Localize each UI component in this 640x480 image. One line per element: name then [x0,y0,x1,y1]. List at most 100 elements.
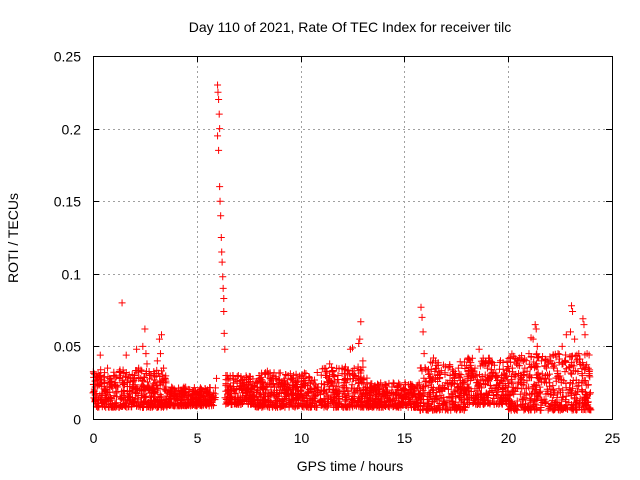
y-tick-label: 0.15 [54,194,81,210]
data-point [467,371,475,379]
data-point [360,374,368,382]
data-point [317,386,325,394]
data-point [586,389,594,397]
data-point [108,395,116,403]
data-point [270,383,278,391]
data-point [230,386,238,394]
data-point [473,387,481,395]
data-point [473,376,481,384]
data-point [238,385,246,393]
data-point [156,372,164,380]
data-point [526,363,534,371]
data-point [104,364,112,372]
data-point [193,390,201,398]
data-point [392,389,400,397]
data-point [500,374,508,382]
data-point [506,398,514,406]
axis-ticks: 0 5 10 15 20 25 0 0.05 0.1 0.15 0.2 0.25 [54,49,621,447]
data-point [352,401,360,409]
data-point [505,392,513,400]
data-point [142,350,150,358]
data-point [554,372,562,380]
data-point [568,358,576,366]
data-point [566,363,574,371]
data-point [363,379,371,387]
data-point [500,394,508,402]
data-point [444,364,452,372]
data-point [290,396,298,404]
data-point [355,396,363,404]
data-point [335,379,343,387]
data-point [268,402,276,410]
data-point [359,376,367,384]
data-point [396,392,404,400]
data-point [300,379,308,387]
data-point [531,389,539,397]
data-point [389,379,397,387]
data-point [141,325,149,333]
data-point [291,403,299,411]
data-point [477,384,485,392]
data-point [413,383,421,391]
data-point [576,395,584,403]
data-point [484,374,492,382]
data-point [534,369,542,377]
data-point [546,403,554,411]
data-point [205,399,213,407]
data-point [263,382,271,390]
data-point [542,371,550,379]
data-point [98,390,106,398]
data-point [247,393,255,401]
data-point [184,392,192,400]
data-point [218,258,226,266]
data-point [522,385,530,393]
data-point [584,381,592,389]
data-point [139,342,147,350]
data-point [234,371,242,379]
data-point [120,379,128,387]
data-point [471,364,479,372]
data-point [177,400,185,408]
data-point [272,374,280,382]
data-point [216,197,224,205]
data-point [583,361,591,369]
data-point [578,372,586,380]
data-point [324,395,332,403]
data-point [197,393,205,401]
data-point [556,355,564,363]
data-point [527,390,535,398]
data-point [562,331,570,339]
data-point [470,392,478,400]
data-point [533,382,541,390]
data-point [367,386,375,394]
data-point [206,398,214,406]
data-point [192,396,200,404]
y-tick-label: 0.2 [62,122,82,138]
data-point [224,392,232,400]
data-point [525,360,533,368]
data-point [347,399,355,407]
data-point [280,379,288,387]
data-point [269,401,277,409]
data-point [220,329,228,337]
y-tick-label: 0.25 [54,49,81,65]
data-point [497,357,505,365]
data-point [478,373,486,381]
data-point [413,398,421,406]
data-point [544,360,552,368]
data-point [159,371,167,379]
data-point [573,391,581,399]
data-point [302,369,310,377]
data-point [124,393,132,401]
data-point [566,385,574,393]
data-point [512,370,520,378]
data-point [426,378,434,386]
data-point [435,368,443,376]
data-point [279,397,287,405]
data-point [555,385,563,393]
data-point [253,378,261,386]
data-point [460,402,468,410]
data-point [354,379,362,387]
data-point [529,335,537,343]
data-point [505,354,513,362]
